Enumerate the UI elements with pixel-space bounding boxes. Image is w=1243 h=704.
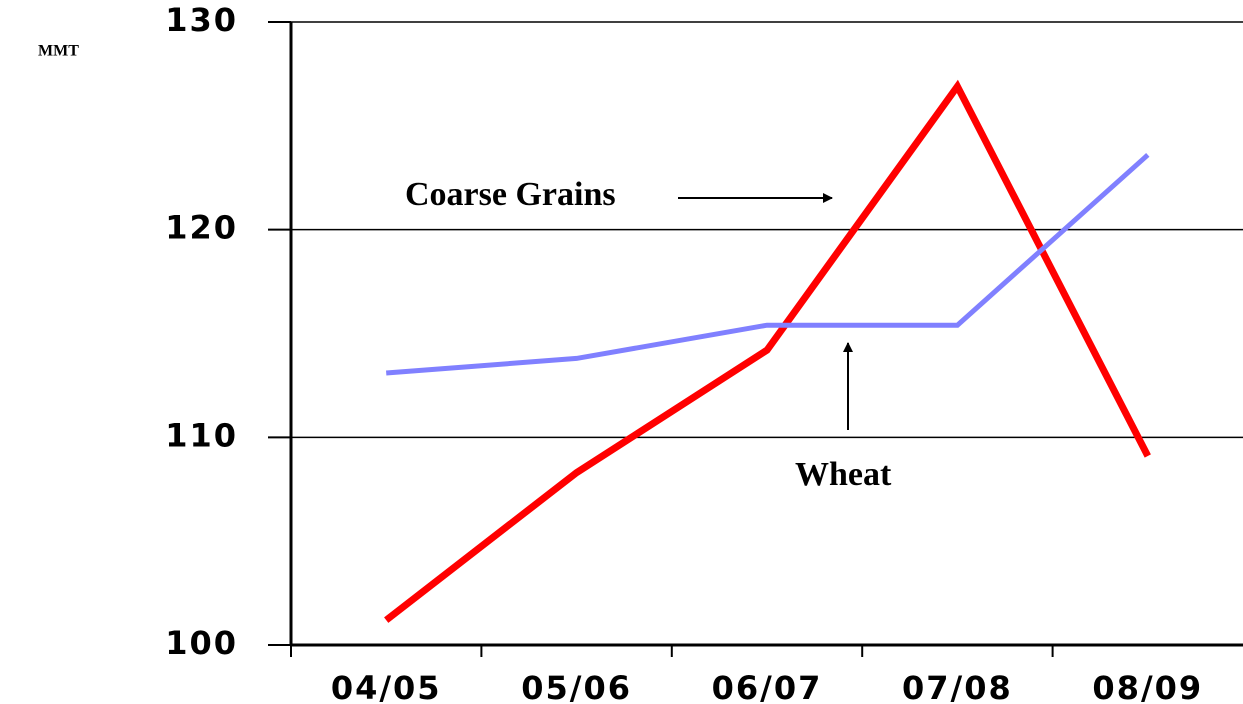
x-tick-label: 08/09 — [1092, 669, 1203, 704]
y-tick-label: 130 — [165, 1, 238, 39]
y-axis-label: MMT — [38, 43, 79, 60]
series-line — [384, 79, 1151, 623]
x-tick-label: 04/05 — [331, 669, 442, 704]
series-line — [386, 153, 1150, 376]
x-tick-label: 05/06 — [521, 669, 632, 704]
y-tick-label: 100 — [165, 624, 238, 662]
annotation: Coarse Grains — [405, 176, 616, 213]
y-tick-label: 120 — [165, 209, 238, 247]
x-tick-label: 06/07 — [712, 669, 823, 704]
annotation: Wheat — [795, 456, 892, 493]
x-tick-label: 07/08 — [902, 669, 1013, 704]
y-tick-label: 110 — [165, 416, 238, 454]
